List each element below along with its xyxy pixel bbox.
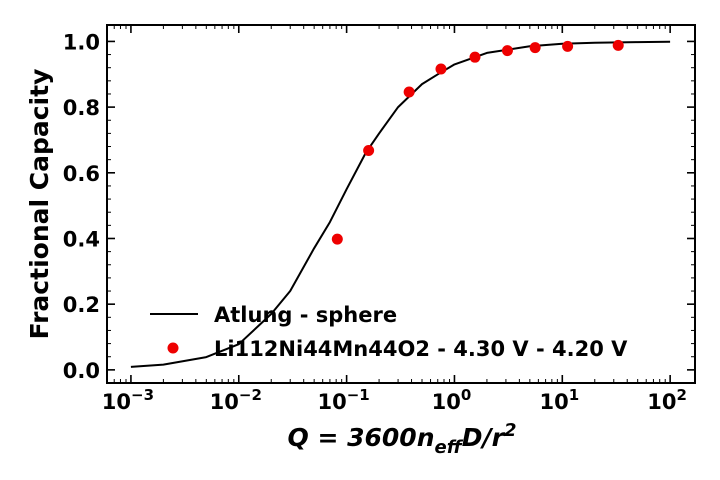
x-tick-label: 100 xyxy=(432,386,472,414)
y-tick-label: 0.4 xyxy=(63,227,100,251)
fit-curve-line xyxy=(130,40,671,368)
data-point xyxy=(403,86,415,98)
y-tick-label: 1.0 xyxy=(63,30,100,54)
plot-area xyxy=(130,39,671,368)
legend: Atlung - sphere Li112Ni44Mn44O2 - 4.30 V … xyxy=(150,303,628,361)
y-tick-label: 0.6 xyxy=(63,162,100,186)
x-tick-label: 10−3 xyxy=(102,386,154,414)
y-tick-label: 0.0 xyxy=(63,359,100,383)
x-tick-label: 10−1 xyxy=(317,386,369,414)
data-point xyxy=(363,144,375,156)
data-point xyxy=(501,45,513,57)
data-point xyxy=(331,233,343,245)
x-axis-label: Q = 3600neffD/r2 xyxy=(288,420,517,458)
y-axis-label: Fractional Capacity xyxy=(25,69,54,340)
y-tick-label: 0.8 xyxy=(63,96,100,120)
data-point xyxy=(562,40,574,52)
legend-label: Li112Ni44Mn44O2 - 4.30 V - 4.20 V xyxy=(214,337,628,361)
x-tick-label: 102 xyxy=(647,386,687,414)
x-tick-label: 101 xyxy=(539,386,579,414)
legend-label: Atlung - sphere xyxy=(214,303,397,327)
data-point xyxy=(469,51,481,63)
legend-marker-swatch xyxy=(167,342,179,354)
y-tick-label: 0.2 xyxy=(63,293,100,317)
axis-ticks: 10−3 10−2 10−1 100 101 102 0.0 0.2 0.4 0.6 0.8 1.0 xyxy=(63,25,695,414)
data-point xyxy=(435,63,447,75)
data-point xyxy=(612,39,624,51)
x-tick-label: 10−2 xyxy=(210,386,262,414)
data-point xyxy=(529,42,541,54)
axes-frame xyxy=(106,24,696,384)
